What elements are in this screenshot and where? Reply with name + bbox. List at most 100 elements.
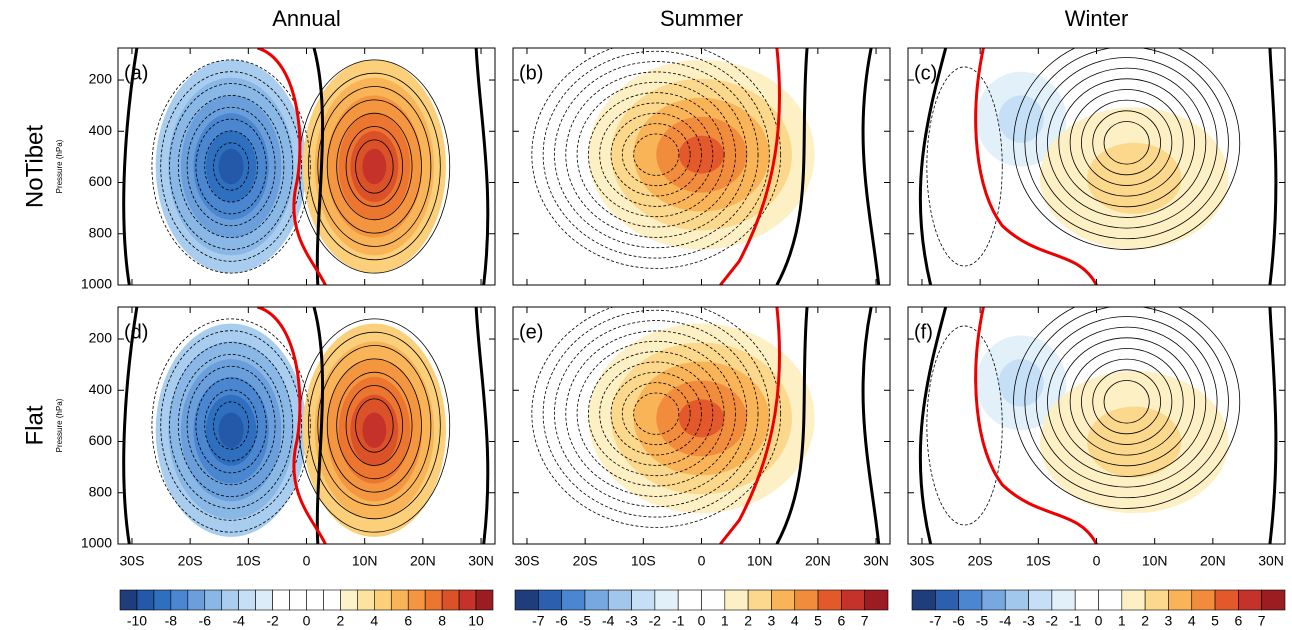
contour [926, 325, 1003, 526]
contour [531, 48, 782, 269]
x-tick-label: 30N [468, 553, 494, 569]
zero-contour [476, 307, 488, 544]
contour [326, 99, 422, 234]
contour [633, 133, 680, 176]
colorbar-box [424, 589, 443, 611]
colorbar-label: -5 [976, 613, 989, 629]
y-axis-label: Pressure (hPa) [55, 139, 64, 193]
colorbar-label: 7 [1258, 613, 1266, 629]
zero-contour [124, 48, 137, 285]
contour [307, 72, 441, 261]
colorbar-box [1191, 589, 1216, 611]
panel [118, 48, 495, 285]
colorbar-box [841, 589, 865, 611]
contour [1024, 307, 1229, 499]
boundary-line [720, 307, 779, 544]
contour [177, 353, 285, 497]
y-tick-label: 1000 [81, 535, 112, 551]
x-tick-label: 20N [805, 553, 831, 569]
x-tick-label: 30S [515, 553, 540, 569]
x-tick-label: 30N [863, 553, 889, 569]
contour [195, 118, 267, 215]
contour [336, 112, 413, 221]
contour [621, 382, 691, 446]
panel [908, 48, 1285, 285]
colorbar-box [289, 589, 307, 611]
x-tick-label: 30N [1258, 553, 1284, 569]
colorbar-label: 10 [468, 613, 484, 629]
boundary-line [257, 48, 325, 285]
colorbar-label: 7 [861, 613, 869, 629]
colorbar-box [935, 589, 959, 611]
contour [213, 401, 250, 450]
y-tick-label: 1000 [81, 276, 112, 292]
contour [355, 398, 394, 453]
x-tick-label: 0 [1093, 553, 1101, 569]
colorbar-label: 0 [303, 613, 311, 629]
boundary-line [976, 307, 1097, 544]
contour [565, 330, 748, 497]
panel-label: (e) [519, 321, 543, 343]
colorbar-box [794, 589, 819, 611]
shading [1087, 142, 1182, 214]
column-title: Winter [1065, 6, 1129, 31]
zero-contour [476, 48, 488, 285]
colorbar-box [374, 589, 392, 611]
panel-label: (d) [124, 321, 148, 343]
colorbar-label: 2 [744, 613, 752, 629]
panel-label: (b) [519, 62, 543, 84]
panel-label: (c) [914, 62, 937, 84]
x-tick-label: 20N [410, 553, 436, 569]
colorbar-label: 2 [337, 613, 345, 629]
colorbar-box [1098, 589, 1123, 611]
colorbar-label: -2 [266, 613, 279, 629]
contour [1024, 48, 1229, 240]
colorbar-label: 8 [438, 613, 446, 629]
zero-contour [777, 48, 807, 285]
x-tick-label: 20N [1200, 553, 1226, 569]
colorbar-box [1168, 589, 1193, 611]
contour [633, 392, 680, 435]
panel [513, 48, 890, 285]
shading [998, 95, 1044, 143]
x-tick-label: 20S [573, 553, 598, 569]
shading [1087, 406, 1182, 478]
contour [160, 71, 302, 262]
colorbar-box [340, 589, 358, 611]
contour [1047, 326, 1207, 477]
contour [307, 331, 441, 520]
zero-contour [124, 307, 137, 544]
colorbar-box [357, 589, 375, 611]
zero-contour [1270, 307, 1276, 544]
shading [218, 412, 244, 449]
colorbar-box [323, 589, 341, 611]
colorbar-box [238, 589, 256, 611]
x-tick-label: 10S [631, 553, 656, 569]
zero-contour [920, 307, 945, 544]
colorbar-box [1004, 589, 1029, 611]
contour [186, 365, 276, 486]
colorbar-box [584, 589, 609, 611]
colorbar-box [631, 589, 656, 611]
x-tick-label: 10S [1026, 553, 1051, 569]
colorbar-label: 6 [1234, 613, 1242, 629]
contour [177, 95, 285, 238]
colorbar-box [911, 589, 936, 611]
row-label: NoTibet [21, 125, 48, 208]
colorbar-box [119, 589, 138, 611]
colorbar-label: -6 [199, 613, 212, 629]
x-tick-label: 30S [910, 553, 935, 569]
y-axis-label: Pressure (hPa) [55, 398, 64, 452]
colorbar-label: 1 [1118, 613, 1126, 629]
contour [599, 102, 714, 207]
colorbar-box [724, 589, 749, 611]
shading [998, 359, 1044, 407]
colorbar-box [153, 589, 172, 611]
colorbar-label: -4 [999, 613, 1012, 629]
colorbar-label: -2 [1046, 613, 1059, 629]
colorbar-box [771, 589, 796, 611]
colorbar-label: 6 [404, 613, 412, 629]
contour [1081, 358, 1173, 445]
colorbar-box [1121, 589, 1146, 611]
